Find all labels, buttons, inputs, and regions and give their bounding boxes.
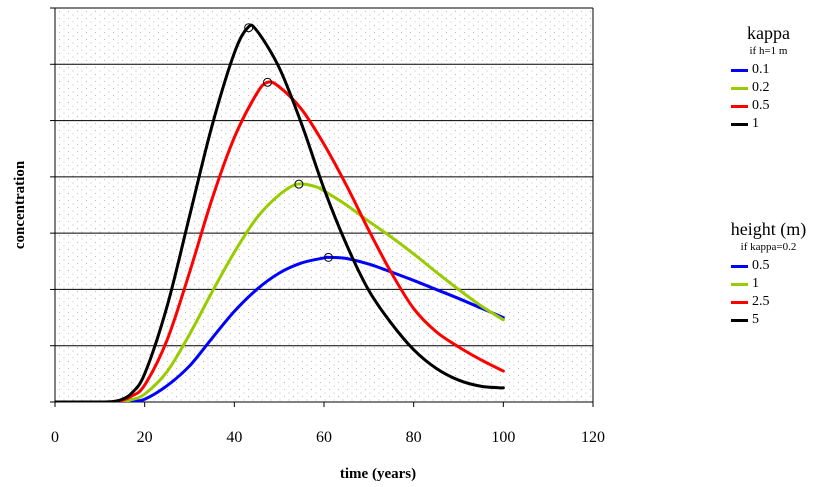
peak-marker: [323, 252, 333, 262]
legend-swatch: [731, 319, 748, 322]
x-axis-title: time (years): [340, 466, 416, 482]
legend-item: 0.5: [710, 257, 827, 275]
legend-label: 1: [752, 116, 759, 131]
legend-items: 0.1 0.2 0.5 1: [710, 61, 827, 133]
legend-swatch: [731, 69, 748, 72]
series-line: [55, 80, 505, 402]
legend-title: height (m): [730, 219, 807, 239]
legend-item: 0.5: [710, 97, 827, 115]
legend-subtitle: if h=1 m: [749, 45, 788, 57]
x-tick-label: 20: [137, 429, 153, 446]
legend-label: 5: [752, 312, 759, 327]
peak-marker: [263, 77, 273, 87]
series-line: [55, 182, 505, 402]
x-tick-label: 100: [491, 429, 515, 446]
legend-swatch: [731, 265, 748, 268]
plot-background: [55, 8, 593, 402]
legend-swatch: [731, 123, 748, 126]
legend-subtitle: if kappa=0.2: [740, 241, 797, 253]
legend-label: 1: [752, 276, 759, 291]
legend-title: kappa: [747, 23, 790, 43]
x-tick-label: 80: [406, 429, 422, 446]
legend-item: 0.1: [710, 61, 827, 79]
legend-swatch: [731, 105, 748, 108]
legend-label: 0.2: [752, 80, 770, 95]
series-line: [55, 255, 505, 402]
tick-labels: 0 20 40 60 80 100 120: [51, 429, 605, 446]
peak-marker: [244, 23, 254, 33]
peak-marker: [294, 179, 304, 189]
legend-item: 1: [710, 115, 827, 133]
legend-label: 0.1: [752, 62, 770, 77]
x-tick-label: 0: [51, 429, 59, 446]
legend-item: 5: [710, 311, 827, 329]
series-line: [55, 23, 505, 402]
series-group: [55, 23, 505, 402]
legend-swatch: [731, 283, 748, 286]
legend-item: 2.5: [710, 293, 827, 311]
plot-background-tint: [55, 8, 593, 402]
legend-item: 1: [710, 275, 827, 293]
legend-label: 0.5: [752, 258, 770, 273]
axes: [50, 7, 594, 407]
legend-label: 2.5: [752, 294, 770, 309]
legend-swatch: [731, 301, 748, 304]
legend-items: 0.5 1 2.5 5: [710, 257, 827, 329]
legend-swatch: [731, 87, 748, 90]
legend-kappa: kappa if h=1 m 0.1 0.2 0.5 1: [710, 23, 827, 133]
x-tick-label: 60: [316, 429, 332, 446]
legend-item: 0.2: [710, 79, 827, 97]
gridlines: [55, 7, 594, 402]
x-tick-label: 40: [226, 429, 242, 446]
y-axis-title: concentration: [12, 160, 28, 249]
legend-label: 0.5: [752, 98, 770, 113]
legend-height: height (m) if kappa=0.2 0.5 1 2.5 5: [710, 219, 827, 329]
peak-markers: [244, 23, 333, 262]
x-tick-label: 120: [581, 429, 605, 446]
